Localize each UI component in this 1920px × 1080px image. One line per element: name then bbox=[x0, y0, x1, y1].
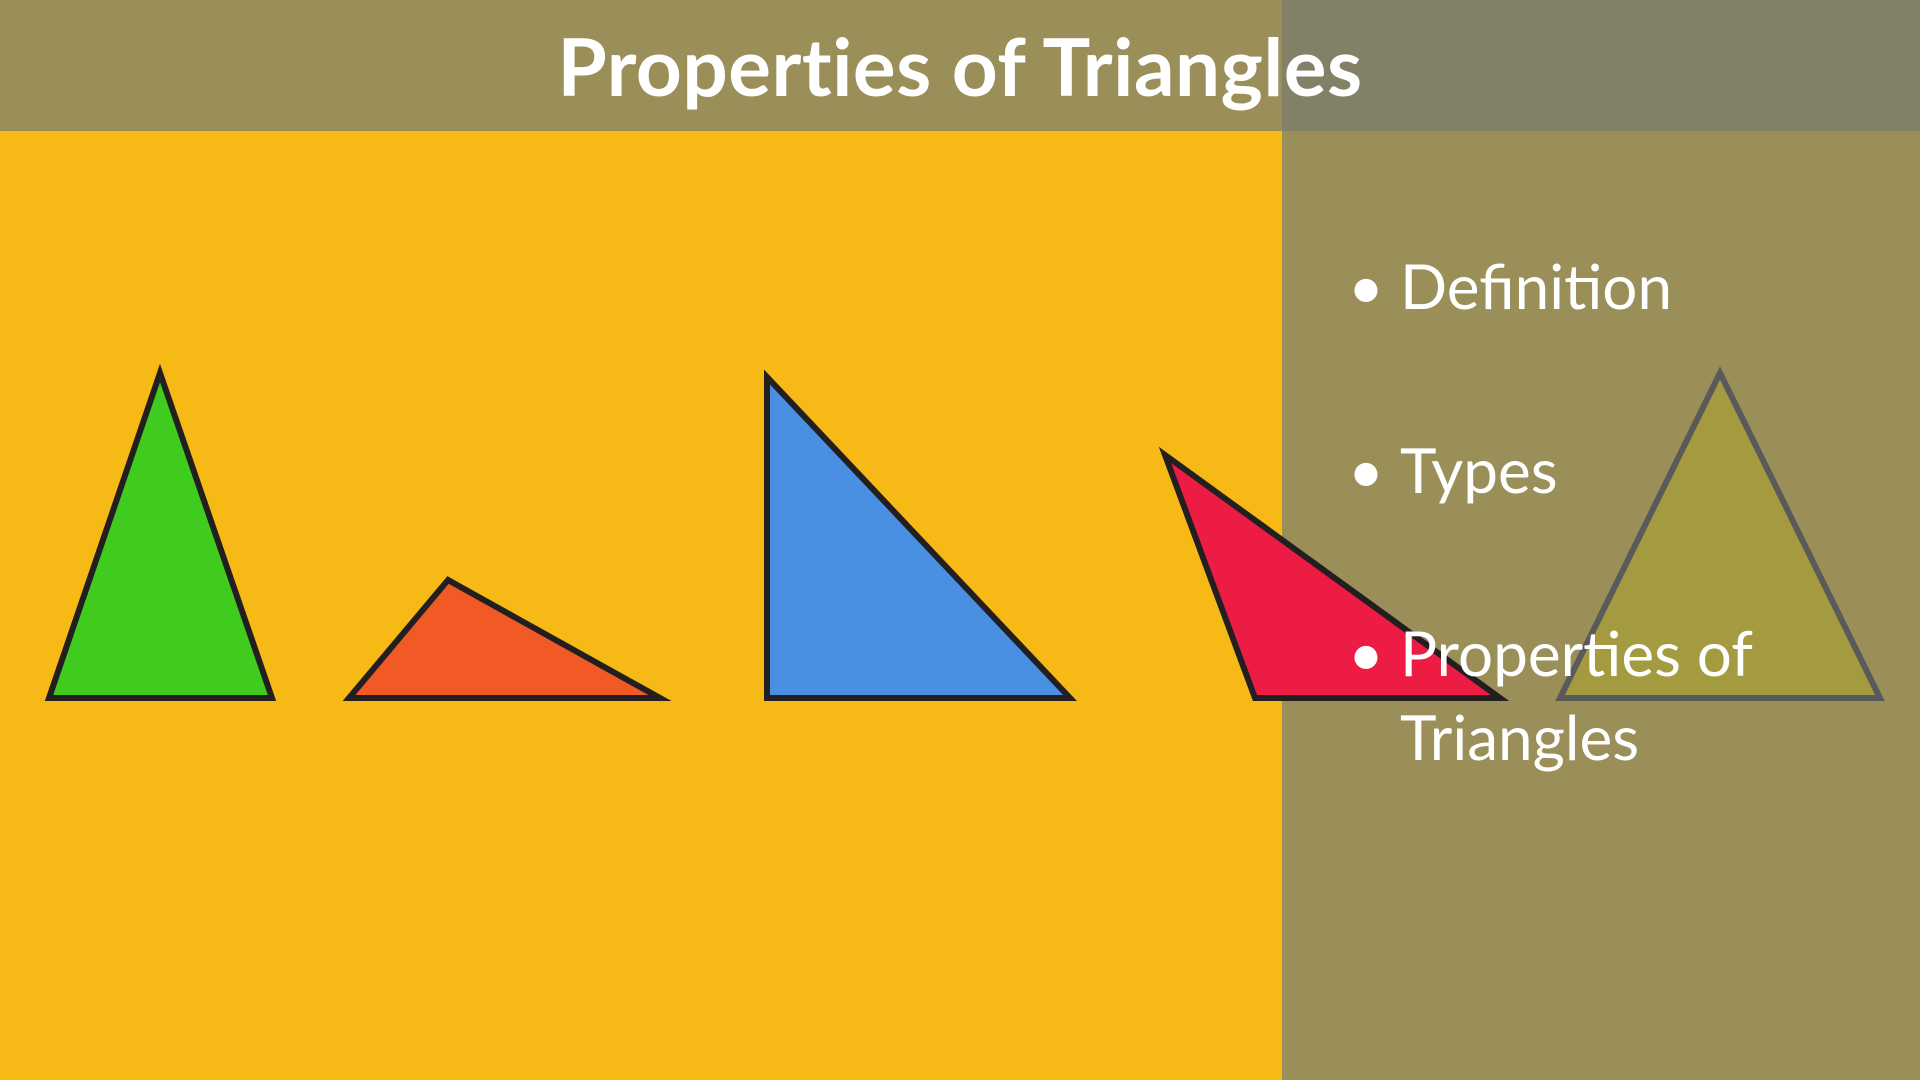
bullet-list: Definition Types Properties of Triangles bbox=[1330, 245, 1890, 780]
triangle-blue bbox=[767, 377, 1070, 698]
triangle-green bbox=[49, 373, 272, 698]
page-title: Properties of Triangles bbox=[557, 18, 1362, 114]
triangle-orange bbox=[349, 580, 660, 698]
bullet-definition: Definition bbox=[1330, 245, 1890, 329]
bullet-properties: Properties of Triangles bbox=[1330, 612, 1890, 779]
bullet-types: Types bbox=[1330, 429, 1890, 513]
